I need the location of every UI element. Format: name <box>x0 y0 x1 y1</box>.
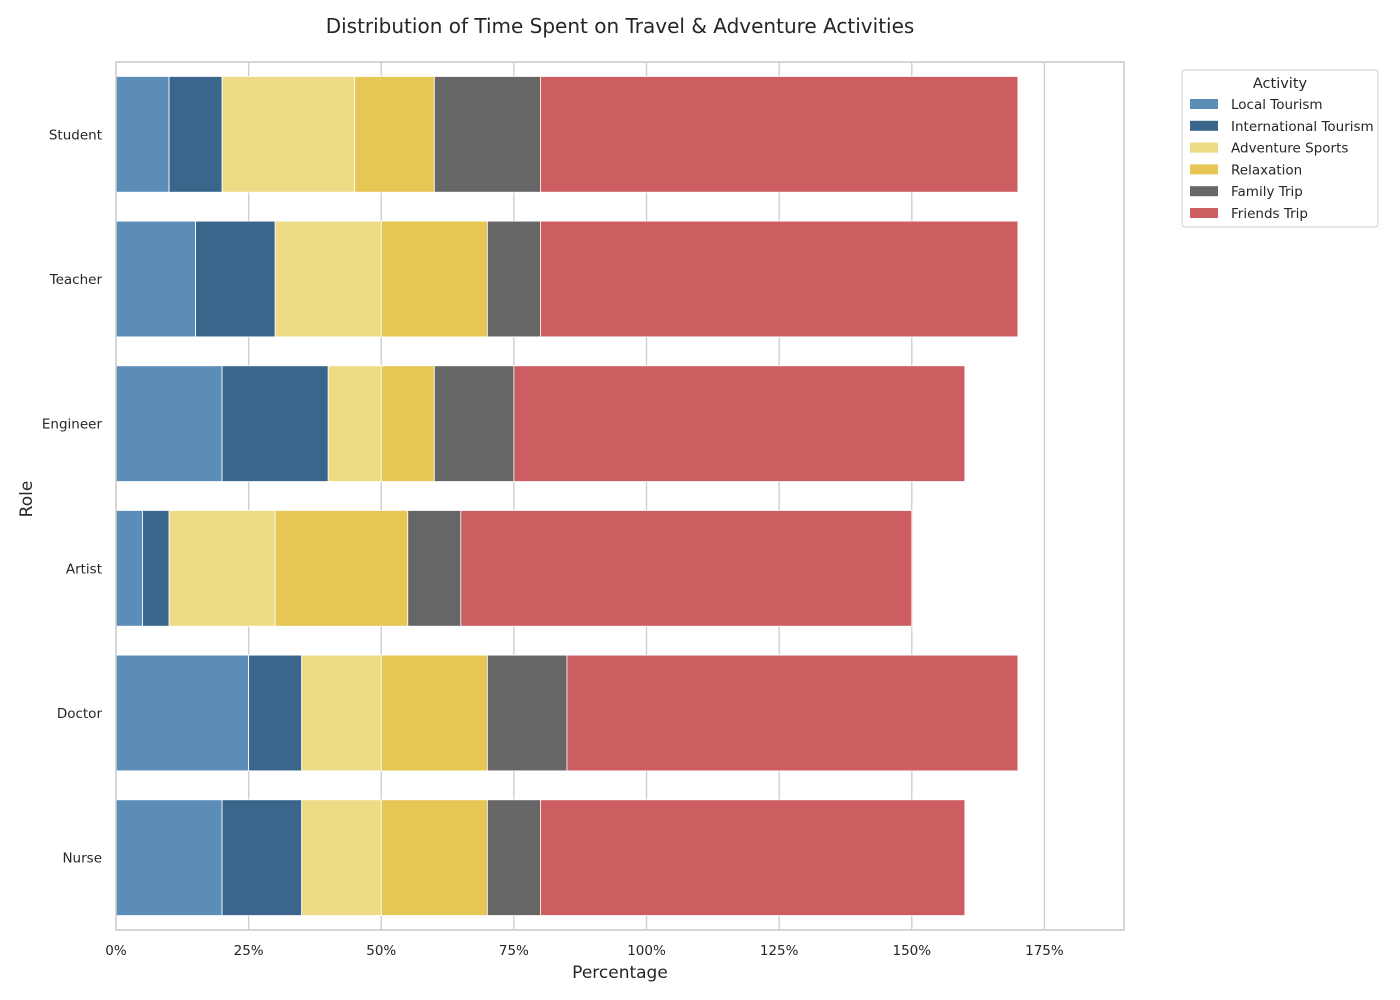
chart-title: Distribution of Time Spent on Travel & A… <box>326 14 915 38</box>
y-tick-label: Teacher <box>49 272 103 288</box>
x-tick-label: 150% <box>892 943 931 959</box>
legend-items: Local Tourism International Tourism Advent… <box>1190 97 1374 222</box>
bar-relaxation <box>380 799 488 916</box>
legend: Activity Local Tourism International Tour… <box>1181 69 1379 228</box>
bar-relaxation <box>274 510 409 627</box>
legend-label: Relaxation <box>1231 162 1302 178</box>
bar-family-trip <box>486 220 541 338</box>
bar-international-tourism <box>221 799 303 916</box>
bar-adventure-sports <box>327 365 382 482</box>
bar-relaxation <box>380 365 435 482</box>
y-axis-label: Role <box>17 481 37 518</box>
x-tick-label: 100% <box>627 943 666 959</box>
bar-relaxation <box>354 76 435 193</box>
bars <box>115 76 1019 916</box>
y-tick-label: Engineer <box>42 417 103 433</box>
bar-friends-trip <box>540 799 966 916</box>
bar-international-tourism <box>248 654 303 772</box>
bar-friends-trip <box>566 654 1019 772</box>
legend-label: Family Trip <box>1231 184 1303 200</box>
x-tick-labels: 0% 25% 50% 75% 100% 125% 150% 175% <box>105 943 1064 959</box>
y-tick-label: Nurse <box>62 851 102 867</box>
plot-frame <box>115 61 1125 931</box>
bar-friends-trip <box>460 510 913 627</box>
x-tick-label: 0% <box>105 943 127 959</box>
bar-international-tourism <box>168 76 223 193</box>
bar-family-trip <box>433 365 515 482</box>
x-tick-label: 75% <box>499 943 529 959</box>
x-tick-label: 50% <box>366 943 396 959</box>
x-axis-label: Percentage <box>572 963 668 983</box>
bar-local-tourism <box>115 510 143 627</box>
legend-swatch <box>1190 208 1218 218</box>
bar-friends-trip <box>540 76 1019 193</box>
legend-swatch <box>1190 120 1218 131</box>
bar-adventure-sports <box>274 220 382 338</box>
bar-international-tourism <box>221 365 329 482</box>
legend-label: International Tourism <box>1231 119 1374 135</box>
y-tick-label: Artist <box>66 561 102 577</box>
legend-label: Local Tourism <box>1231 97 1323 113</box>
bar-local-tourism <box>115 365 223 482</box>
bar-adventure-sports <box>221 76 356 193</box>
legend-swatch <box>1190 142 1218 153</box>
bar-international-tourism <box>195 220 276 338</box>
legend-label: Adventure Sports <box>1231 141 1348 157</box>
legend-swatch <box>1190 164 1218 175</box>
legend-label: Friends Trip <box>1231 206 1308 222</box>
bar-family-trip <box>433 76 541 193</box>
bar-family-trip <box>486 654 568 772</box>
legend-swatch <box>1190 99 1218 109</box>
bar-adventure-sports <box>301 654 382 772</box>
y-tick-label: Student <box>49 127 102 143</box>
x-gridlines <box>247 62 1046 930</box>
bar-international-tourism <box>142 510 170 627</box>
legend-swatch <box>1190 186 1218 197</box>
bar-friends-trip <box>513 365 966 482</box>
x-tick-label: 125% <box>760 943 799 959</box>
bar-friends-trip <box>540 220 1019 338</box>
bar-family-trip <box>407 510 462 627</box>
bar-local-tourism <box>115 799 223 916</box>
x-tick-label: 25% <box>234 943 264 959</box>
bar-local-tourism <box>115 220 196 338</box>
x-tick-label: 175% <box>1025 943 1064 959</box>
bar-adventure-sports <box>301 799 382 916</box>
legend-title: Activity <box>1253 76 1308 92</box>
bar-family-trip <box>486 799 541 916</box>
bar-relaxation <box>380 220 488 338</box>
bar-relaxation <box>380 654 488 772</box>
y-tick-label: Doctor <box>57 706 103 722</box>
bar-local-tourism <box>115 76 170 193</box>
legend-box <box>1181 69 1379 228</box>
bar-local-tourism <box>115 654 250 772</box>
y-tick-labels: Student Teacher Engineer Artist Doctor Nurse <box>42 127 103 866</box>
bar-adventure-sports <box>168 510 276 627</box>
